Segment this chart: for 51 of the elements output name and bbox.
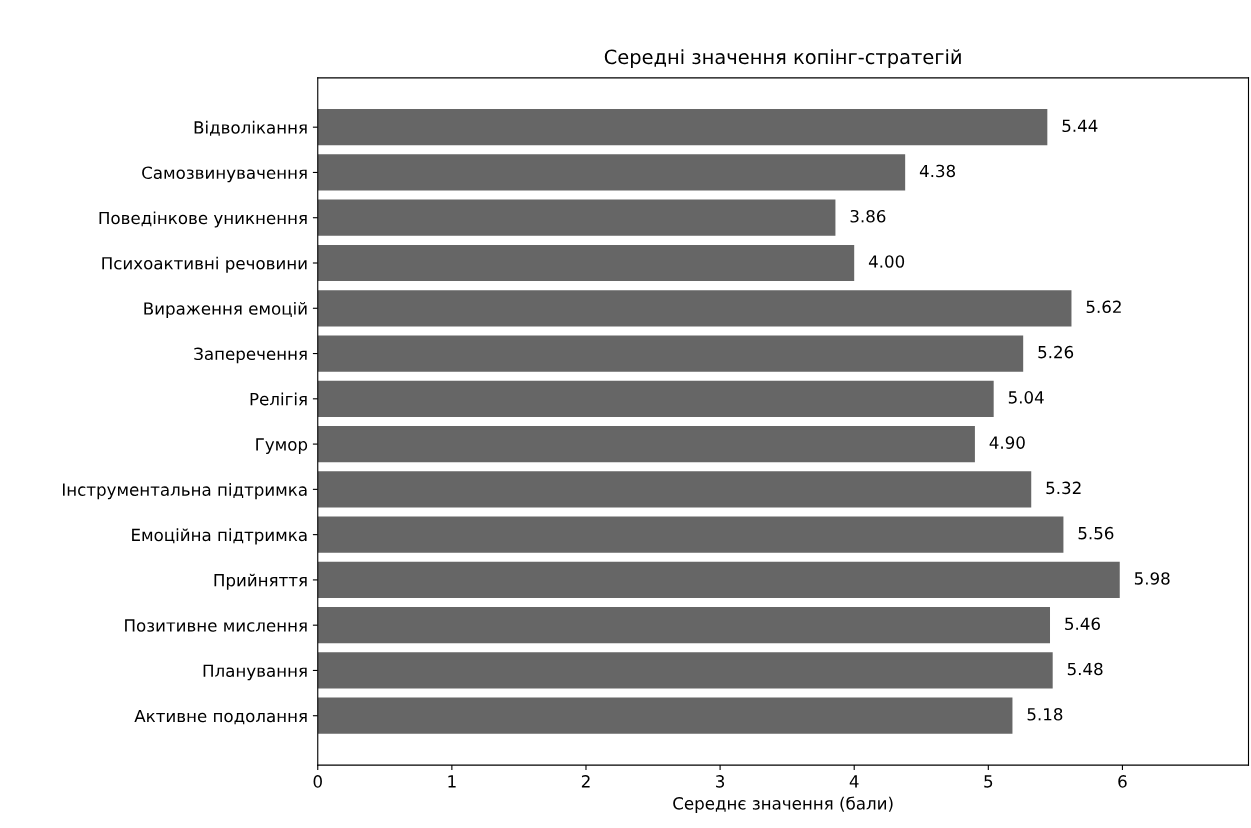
y-tick-label: Планування <box>203 664 307 681</box>
bar <box>317 425 975 463</box>
bar <box>317 380 994 417</box>
y-tick-label: Позитивне мислення <box>125 619 307 632</box>
x-tick-label: 2 <box>581 775 590 788</box>
data-label: 4.00 <box>868 255 905 268</box>
data-label: 5.98 <box>1134 572 1170 585</box>
data-label: 5.46 <box>1065 617 1100 631</box>
data-label: 5.44 <box>1062 119 1098 133</box>
x-axis-title: Середнє значення (бали) <box>673 796 893 813</box>
bar <box>317 335 1024 372</box>
x-tick-label: 6 <box>1118 775 1127 788</box>
bar <box>317 607 1051 644</box>
x-tick-label: 0 <box>313 775 322 788</box>
y-tick-label: Заперечення <box>194 347 307 364</box>
x-tick-label: 3 <box>716 775 725 788</box>
bar <box>317 652 1053 689</box>
data-label: 5.48 <box>1067 662 1103 676</box>
y-tick-label: Самозвинувачення <box>142 166 307 183</box>
bar <box>317 697 1013 734</box>
data-label: 5.26 <box>1038 345 1074 359</box>
y-tick-label: Інструментальна підтримка <box>62 483 307 500</box>
bar <box>317 199 836 236</box>
x-tick-label: 1 <box>448 775 456 788</box>
bar <box>317 109 1048 146</box>
bar <box>317 471 1032 508</box>
data-label: 5.56 <box>1078 526 1114 540</box>
y-tick-label: Поведінкове уникнення <box>99 211 307 228</box>
y-tick-label: Релігія <box>250 392 307 406</box>
bar <box>317 516 1064 553</box>
x-tick-label: 4 <box>849 775 859 788</box>
y-tick-label: Гумор <box>256 438 308 454</box>
bar <box>317 561 1120 599</box>
y-tick-label: Активне подолання <box>134 709 307 725</box>
data-label: 5.32 <box>1046 481 1081 495</box>
y-tick-label: Емоційна підтримка <box>132 528 307 545</box>
data-label: 3.86 <box>850 209 886 223</box>
y-tick-label: Прийняття <box>214 573 307 590</box>
data-label: 5.62 <box>1086 300 1121 314</box>
bar <box>317 244 855 282</box>
data-label: 5.04 <box>1008 391 1044 404</box>
y-tick-label: Вираження емоцій <box>144 301 307 319</box>
bar <box>317 154 906 191</box>
x-tick-label: 5 <box>984 775 993 788</box>
y-tick-label: Відволікання <box>194 120 307 136</box>
y-tick-label: Психоактивні речовини <box>102 256 307 273</box>
chart-title: Середні значення копінг-стратегій <box>604 49 961 68</box>
data-label: 4.38 <box>919 164 956 178</box>
data-label: 5.18 <box>1027 707 1063 721</box>
bar <box>317 290 1072 327</box>
data-label: 4.90 <box>989 436 1025 449</box>
